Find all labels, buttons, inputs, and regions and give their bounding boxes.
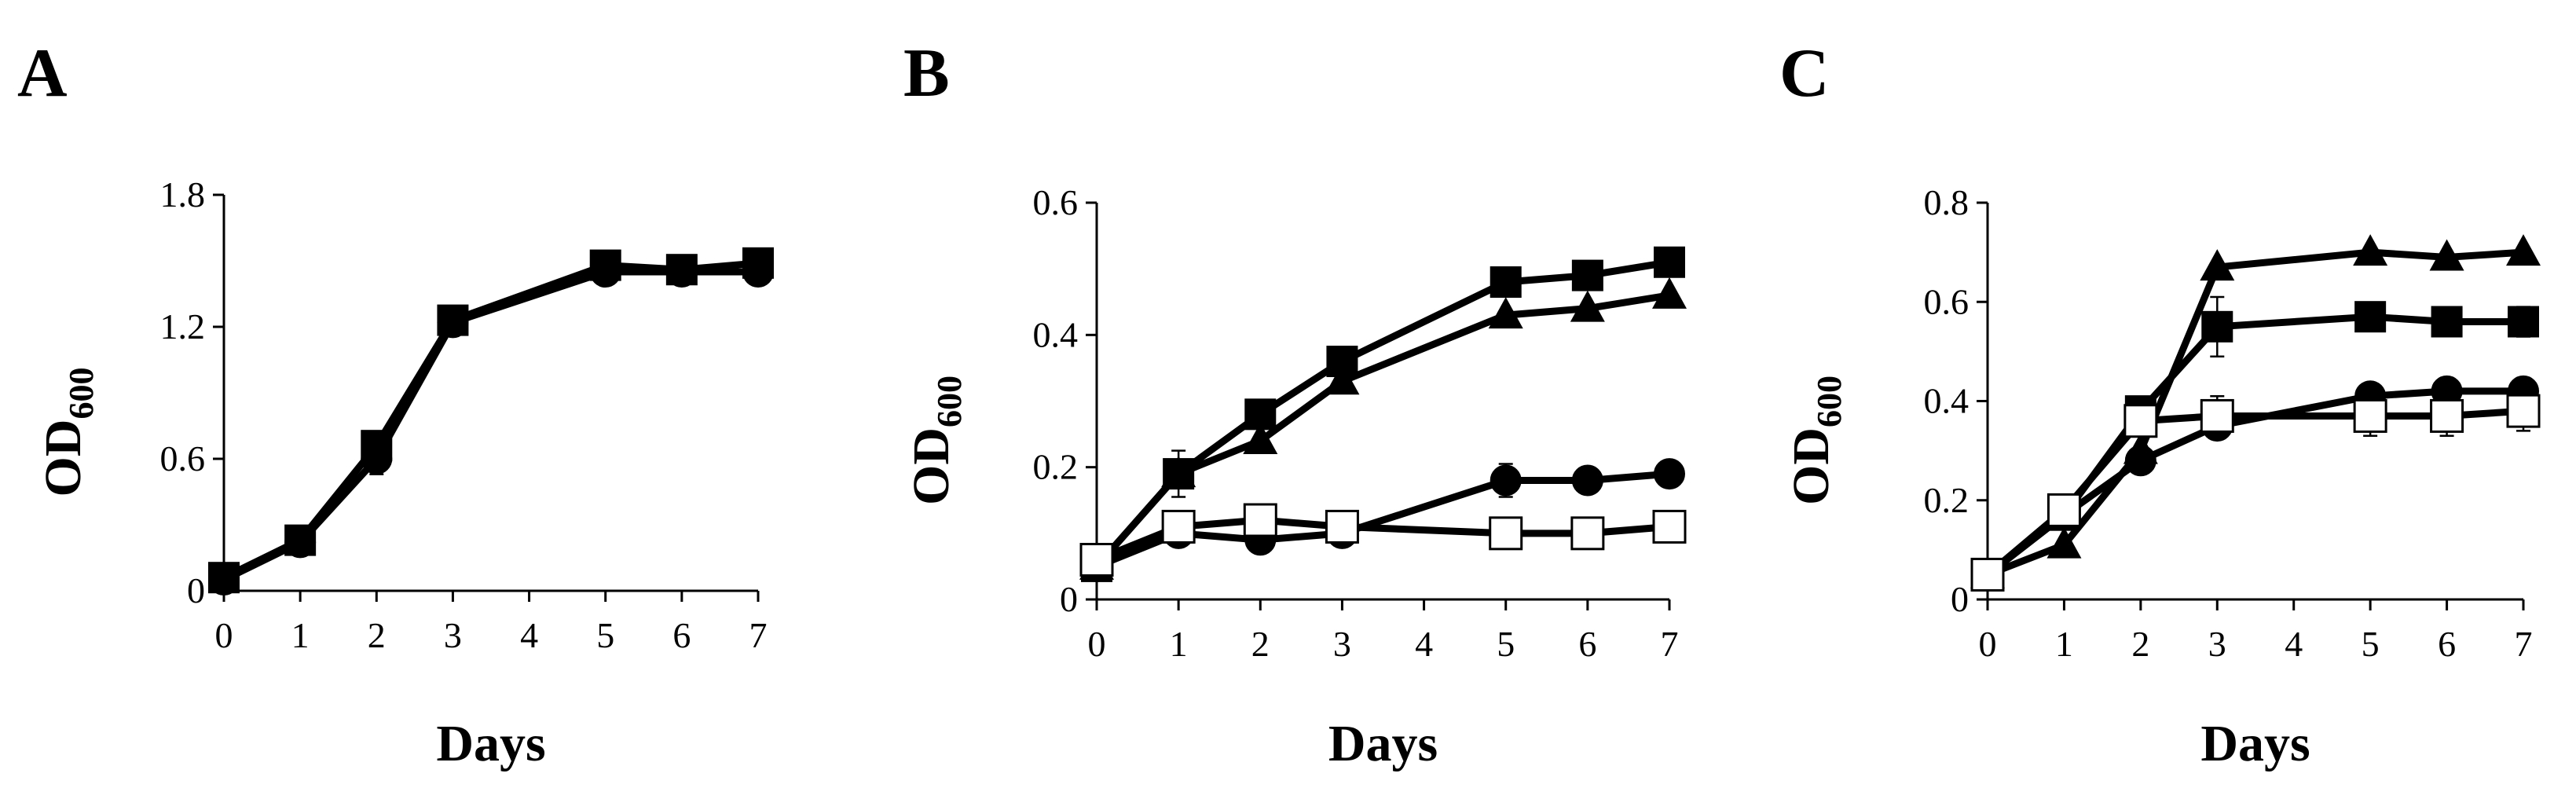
- panel-a-y-tick-label: 1.8: [160, 174, 206, 214]
- panel-a-x-axis-title: Days: [436, 715, 545, 772]
- panel-c-series-open-square-point: [2353, 398, 2387, 433]
- panel-b-series-triangle-point: [1161, 456, 1196, 488]
- panel-c-y-axis-title: OD600: [1783, 376, 1849, 505]
- panel-c-x-tick-label: 5: [2362, 624, 2380, 664]
- panel-b-y-tick-label: 0.2: [1033, 447, 1079, 487]
- panel-c-series-triangle-point: [2200, 249, 2235, 281]
- panel-c-series-circle-point: [2124, 445, 2156, 477]
- panel-b-series-open-square-point: [1161, 509, 1196, 544]
- panel-a-series-square-point: [361, 430, 393, 462]
- panel-c-series-open-square-point: [2047, 493, 2081, 527]
- panel-a-y-axis-title-main: OD: [35, 420, 92, 497]
- panel-b-series-open-square-point: [1079, 543, 1114, 577]
- panel-b-x-tick-label: 7: [1661, 624, 1679, 664]
- panel-a-series-square-point: [665, 254, 698, 286]
- panel-b-x-tick-label: 0: [1088, 624, 1106, 664]
- panel-b-series-triangle-point: [1488, 297, 1523, 329]
- panel-c-letter: C: [1779, 35, 1830, 112]
- panel-b-series-circle-point: [1654, 458, 1685, 490]
- panel-c-series-triangle-point: [2353, 234, 2388, 266]
- panel-b-letter: B: [903, 35, 950, 112]
- panel-c-series-triangle-point: [2506, 234, 2541, 266]
- panel-a-y-tick-label: 0: [187, 570, 205, 610]
- panel-c-series-open-square-point: [2200, 398, 2234, 433]
- panel-a-y-tick-label: 0.6: [160, 438, 206, 478]
- panel-b-y-tick-label: 0.6: [1033, 182, 1079, 222]
- panel-c-series-square-point: [2354, 301, 2387, 333]
- panel-c-series-open-square-point: [1970, 557, 2005, 592]
- panel-a-x-tick-label: 2: [368, 615, 386, 655]
- panel-c-series-open-square-point: [2506, 394, 2541, 428]
- panel-b-series-open-square-point: [1325, 509, 1359, 544]
- panel-b-series-circle-point: [1490, 464, 1522, 497]
- panel-b-y-tick-label: 0: [1060, 579, 1078, 619]
- panel-c-y-tick-label: 0.2: [1924, 480, 1970, 520]
- panel-b: B 0 0.2 0.4 0.6 0 1 2 3 4 5 6 7 Days OD600: [903, 35, 1687, 772]
- panel-c-y-tick-label: 0.4: [1924, 381, 1970, 421]
- panel-c-series-triangle-point: [2429, 239, 2464, 271]
- panel-c-y-tick-label: 0.6: [1924, 281, 1970, 321]
- panel-a-x-tick-label: 4: [520, 615, 538, 655]
- panel-a-y-axis-title-sub: 600: [62, 368, 101, 420]
- panel-c-x-tick-label: 6: [2438, 624, 2456, 664]
- panel-c-x-tick-label: 4: [2285, 624, 2303, 664]
- panel-c-x-tick-label: 0: [1979, 624, 1997, 664]
- panel-b-x-tick-label: 5: [1497, 624, 1515, 664]
- panel-b-series-triangle-point: [1652, 277, 1687, 309]
- panel-b-series-triangle-point: [1570, 290, 1605, 322]
- panel-a-letter: A: [17, 35, 68, 112]
- panel-c: C 0 0.2 0.4 0.6 0.8 0 1 2 3 4 5 6 7 Days OD600: [1779, 35, 2541, 772]
- panel-a-series-square-point: [589, 249, 621, 281]
- panel-c-series-triangle-point: [2047, 526, 2082, 559]
- panel-b-y-axis-title-sub: 600: [930, 376, 969, 427]
- panel-c-x-tick-label: 7: [2515, 624, 2533, 664]
- panel-b-series-square-point: [1654, 246, 1685, 278]
- panel-b-series-open-square-point: [1243, 503, 1277, 537]
- panel-b-series-triangle-point: [1325, 363, 1360, 395]
- panel-c-series-open-square-point: [2123, 404, 2158, 438]
- panel-a-x-tick-label: 3: [444, 615, 462, 655]
- panel-a-x-tick-label: 6: [672, 615, 691, 655]
- panel-c-series-square-point: [2431, 306, 2463, 338]
- panel-b-x-tick-label: 3: [1333, 624, 1351, 664]
- panel-b-series-square-point: [1571, 259, 1603, 291]
- panel-b-series-open-square-point: [1652, 509, 1687, 544]
- panel-a-x-tick-label: 1: [291, 615, 310, 655]
- panel-b-series-circle-point: [1571, 464, 1603, 497]
- panel-a-series-square-point: [208, 562, 240, 594]
- panel-b-series-open-square-point: [1489, 516, 1523, 551]
- panel-b-series-square-point: [1490, 266, 1522, 298]
- panel-c-x-axis-title: Days: [2200, 715, 2310, 772]
- panel-b-series-triangle-point: [1243, 423, 1278, 454]
- panel-a: A 0 0.6 1.2 1.8 0 1 2 3 4 5 6 7 Days OD600: [17, 35, 774, 772]
- panel-b-y-axis-title-main: OD: [903, 427, 960, 505]
- panel-c-y-tick-label: 0.8: [1924, 182, 1970, 222]
- panel-b-x-tick-label: 6: [1578, 624, 1596, 664]
- panel-a-x-tick-label: 0: [215, 615, 233, 655]
- panel-b-x-tick-label: 2: [1251, 624, 1270, 664]
- panel-c-y-axis-title-main: OD: [1783, 427, 1840, 505]
- panel-b-series-open-square-point: [1570, 516, 1605, 551]
- panel-c-y-tick-label: 0: [1951, 579, 1969, 619]
- panel-a-series-square-point: [284, 524, 317, 556]
- panel-b-x-tick-label: 4: [1415, 624, 1433, 664]
- panel-b-y-tick-label: 0.4: [1033, 314, 1079, 354]
- panel-c-series-square-point: [2201, 310, 2233, 343]
- panel-a-x-tick-label: 7: [749, 615, 768, 655]
- panel-a-series-square-point: [437, 304, 469, 336]
- panel-a-x-tick-label: 5: [596, 615, 614, 655]
- panel-a-y-axis-title: OD600: [35, 368, 101, 497]
- panel-c-series-square-point: [2508, 306, 2539, 338]
- panel-a-series-square-point: [742, 247, 774, 279]
- panel-b-y-axis-title: OD600: [903, 376, 969, 505]
- panel-c-x-tick-label: 1: [2055, 624, 2073, 664]
- panel-b-x-tick-label: 1: [1170, 624, 1188, 664]
- panel-c-series-open-square-point: [2430, 398, 2464, 433]
- panel-c-y-axis-title-sub: 600: [1810, 376, 1849, 427]
- panel-c-x-tick-label: 3: [2208, 624, 2226, 664]
- panel-b-x-axis-title: Days: [1328, 715, 1438, 772]
- panel-c-x-tick-label: 2: [2131, 624, 2149, 664]
- panel-a-y-tick-label: 1.2: [160, 306, 206, 346]
